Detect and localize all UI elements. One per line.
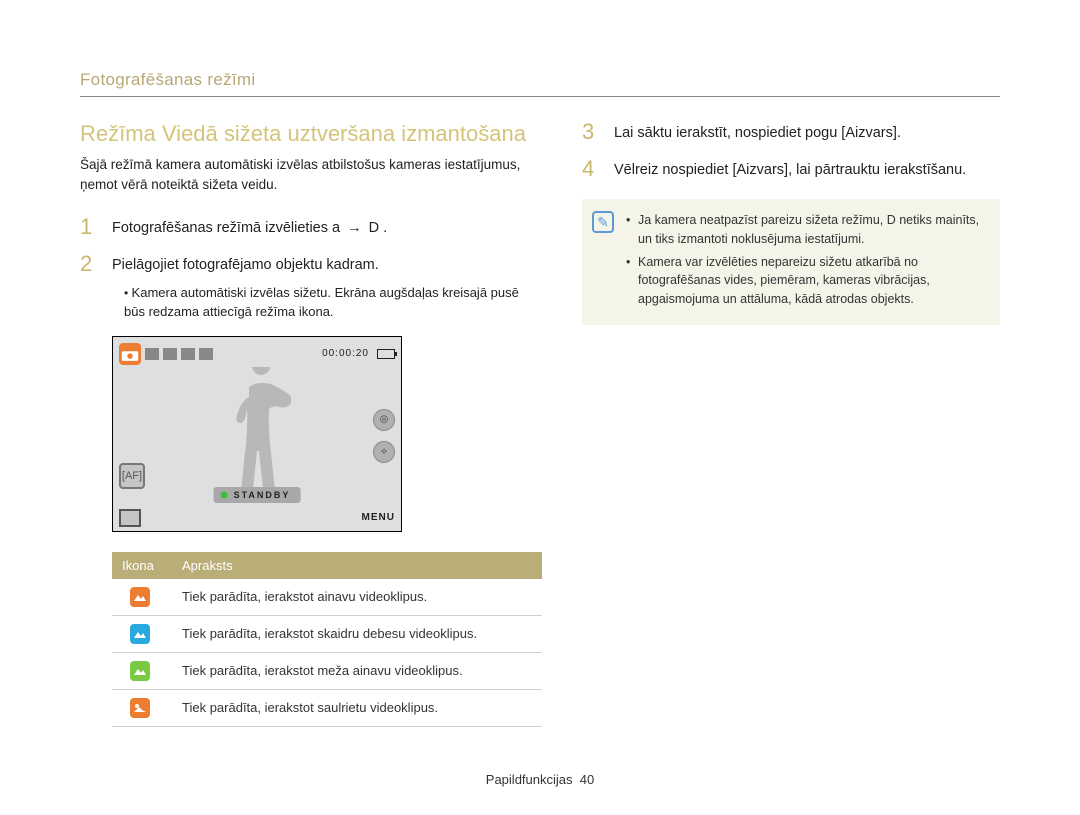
- camera-top-right: 00:00:20: [322, 348, 395, 359]
- camera-time: 00:00:20: [322, 348, 369, 359]
- note-list: Ja kamera neatpazīst pareizu sižeta režī…: [626, 211, 986, 309]
- page-footer: Papildfunkcijas 40: [0, 772, 1080, 787]
- step-number: 1: [80, 216, 102, 238]
- sky-icon: [130, 624, 150, 644]
- step-2: 2 Pielāgojiet fotografējamo objektu kadr…: [80, 253, 542, 276]
- target-icon: ◎: [373, 409, 395, 431]
- right-column: 3 Lai sāktu ierakstīt, nospiediet pogu […: [582, 121, 1000, 727]
- table-row: Tiek parādīta, ierakstot meža ainavu vid…: [112, 652, 542, 689]
- camera-top-left-icons: [119, 343, 213, 365]
- content-columns: Režīma Viedā sižeta uztveršana izmantoša…: [80, 121, 1000, 727]
- table-cell: Tiek parādīta, ierakstot saulrietu video…: [172, 689, 542, 726]
- step-3: 3 Lai sāktu ierakstīt, nospiediet pogu […: [582, 121, 1000, 144]
- step-number: 3: [582, 121, 604, 143]
- table-cell: Tiek parādīta, ierakstot skaidru debesu …: [172, 615, 542, 652]
- footer-page: 40: [580, 772, 594, 787]
- step-text: Fotografēšanas režīmā izvēlieties a → D …: [112, 216, 387, 239]
- camera-right-buttons: ◎ ⟡: [373, 409, 395, 463]
- step-number: 2: [80, 253, 102, 275]
- table-row: Tiek parādīta, ierakstot skaidru debesu …: [112, 615, 542, 652]
- note-icon: ✎: [592, 211, 614, 233]
- intro-text: Šajā režīmā kamera automātiski izvēlas a…: [80, 155, 542, 194]
- table-header-desc: Apraksts: [172, 552, 542, 579]
- step-text: Lai sāktu ierakstīt, nospiediet pogu [Ai…: [614, 121, 901, 144]
- table-cell: Tiek parādīta, ierakstot meža ainavu vid…: [172, 652, 542, 689]
- note-item: Kamera var izvēlēties nepareizu sižetu a…: [626, 253, 986, 309]
- step-1: 1 Fotografēšanas režīmā izvēlieties a → …: [80, 216, 542, 239]
- note-item: Ja kamera neatpazīst pareizu sižeta režī…: [626, 211, 986, 249]
- step1-post: D .: [369, 220, 388, 236]
- camera-screen-illustration: 00:00:20 [AF] ◎ ⟡ STANDBY MENU: [112, 336, 402, 532]
- status-icon: [163, 348, 177, 360]
- wifi-icon: ⟡: [373, 441, 395, 463]
- gallery-icon: [119, 509, 141, 527]
- camera-top-bar: 00:00:20: [119, 343, 395, 365]
- menu-label: MENU: [362, 512, 395, 523]
- icon-description-table: Ikona Apraksts Tiek parādīta, ierakstot …: [112, 552, 542, 727]
- table-row: Tiek parādīta, ierakstot ainavu videokli…: [112, 579, 542, 616]
- camera-bottom-bar: MENU: [119, 509, 395, 527]
- step-number: 4: [582, 158, 604, 180]
- step-text: Vēlreiz nospiediet [Aizvars], lai pārtra…: [614, 158, 966, 181]
- status-icon: [199, 348, 213, 360]
- step-2-sub: Kamera automātiski izvēlas sižetu. Ekrān…: [124, 284, 542, 322]
- step1-pre: Fotografēšanas režīmā izvēlieties a: [112, 220, 340, 236]
- step-text: Pielāgojiet fotografējamo objektu kadram…: [112, 253, 379, 276]
- step-4: 4 Vēlreiz nospiediet [Aizvars], lai pārt…: [582, 158, 1000, 181]
- forest-icon: [130, 661, 150, 681]
- standby-badge: STANDBY: [214, 487, 301, 503]
- table-cell: Tiek parādīta, ierakstot ainavu videokli…: [172, 579, 542, 616]
- table-header-icon: Ikona: [112, 552, 172, 579]
- mode-icon: [119, 343, 141, 365]
- arrow-icon: →: [347, 220, 362, 236]
- status-icon: [145, 348, 159, 360]
- status-icon: [181, 348, 195, 360]
- table-row: Tiek parādīta, ierakstot saulrietu video…: [112, 689, 542, 726]
- section-title: Režīma Viedā sižeta uztveršana izmantoša…: [80, 121, 542, 147]
- footer-label: Papildfunkcijas: [486, 772, 573, 787]
- sunset-icon: [130, 698, 150, 718]
- left-column: Režīma Viedā sižeta uztveršana izmantoša…: [80, 121, 542, 727]
- landscape-icon: [130, 587, 150, 607]
- page-header: Fotografēšanas režīmi: [80, 70, 1000, 97]
- battery-icon: [377, 349, 395, 359]
- af-button-icon: [AF]: [119, 463, 145, 489]
- person-silhouette: [231, 367, 291, 507]
- note-box: ✎ Ja kamera neatpazīst pareizu sižeta re…: [582, 199, 1000, 325]
